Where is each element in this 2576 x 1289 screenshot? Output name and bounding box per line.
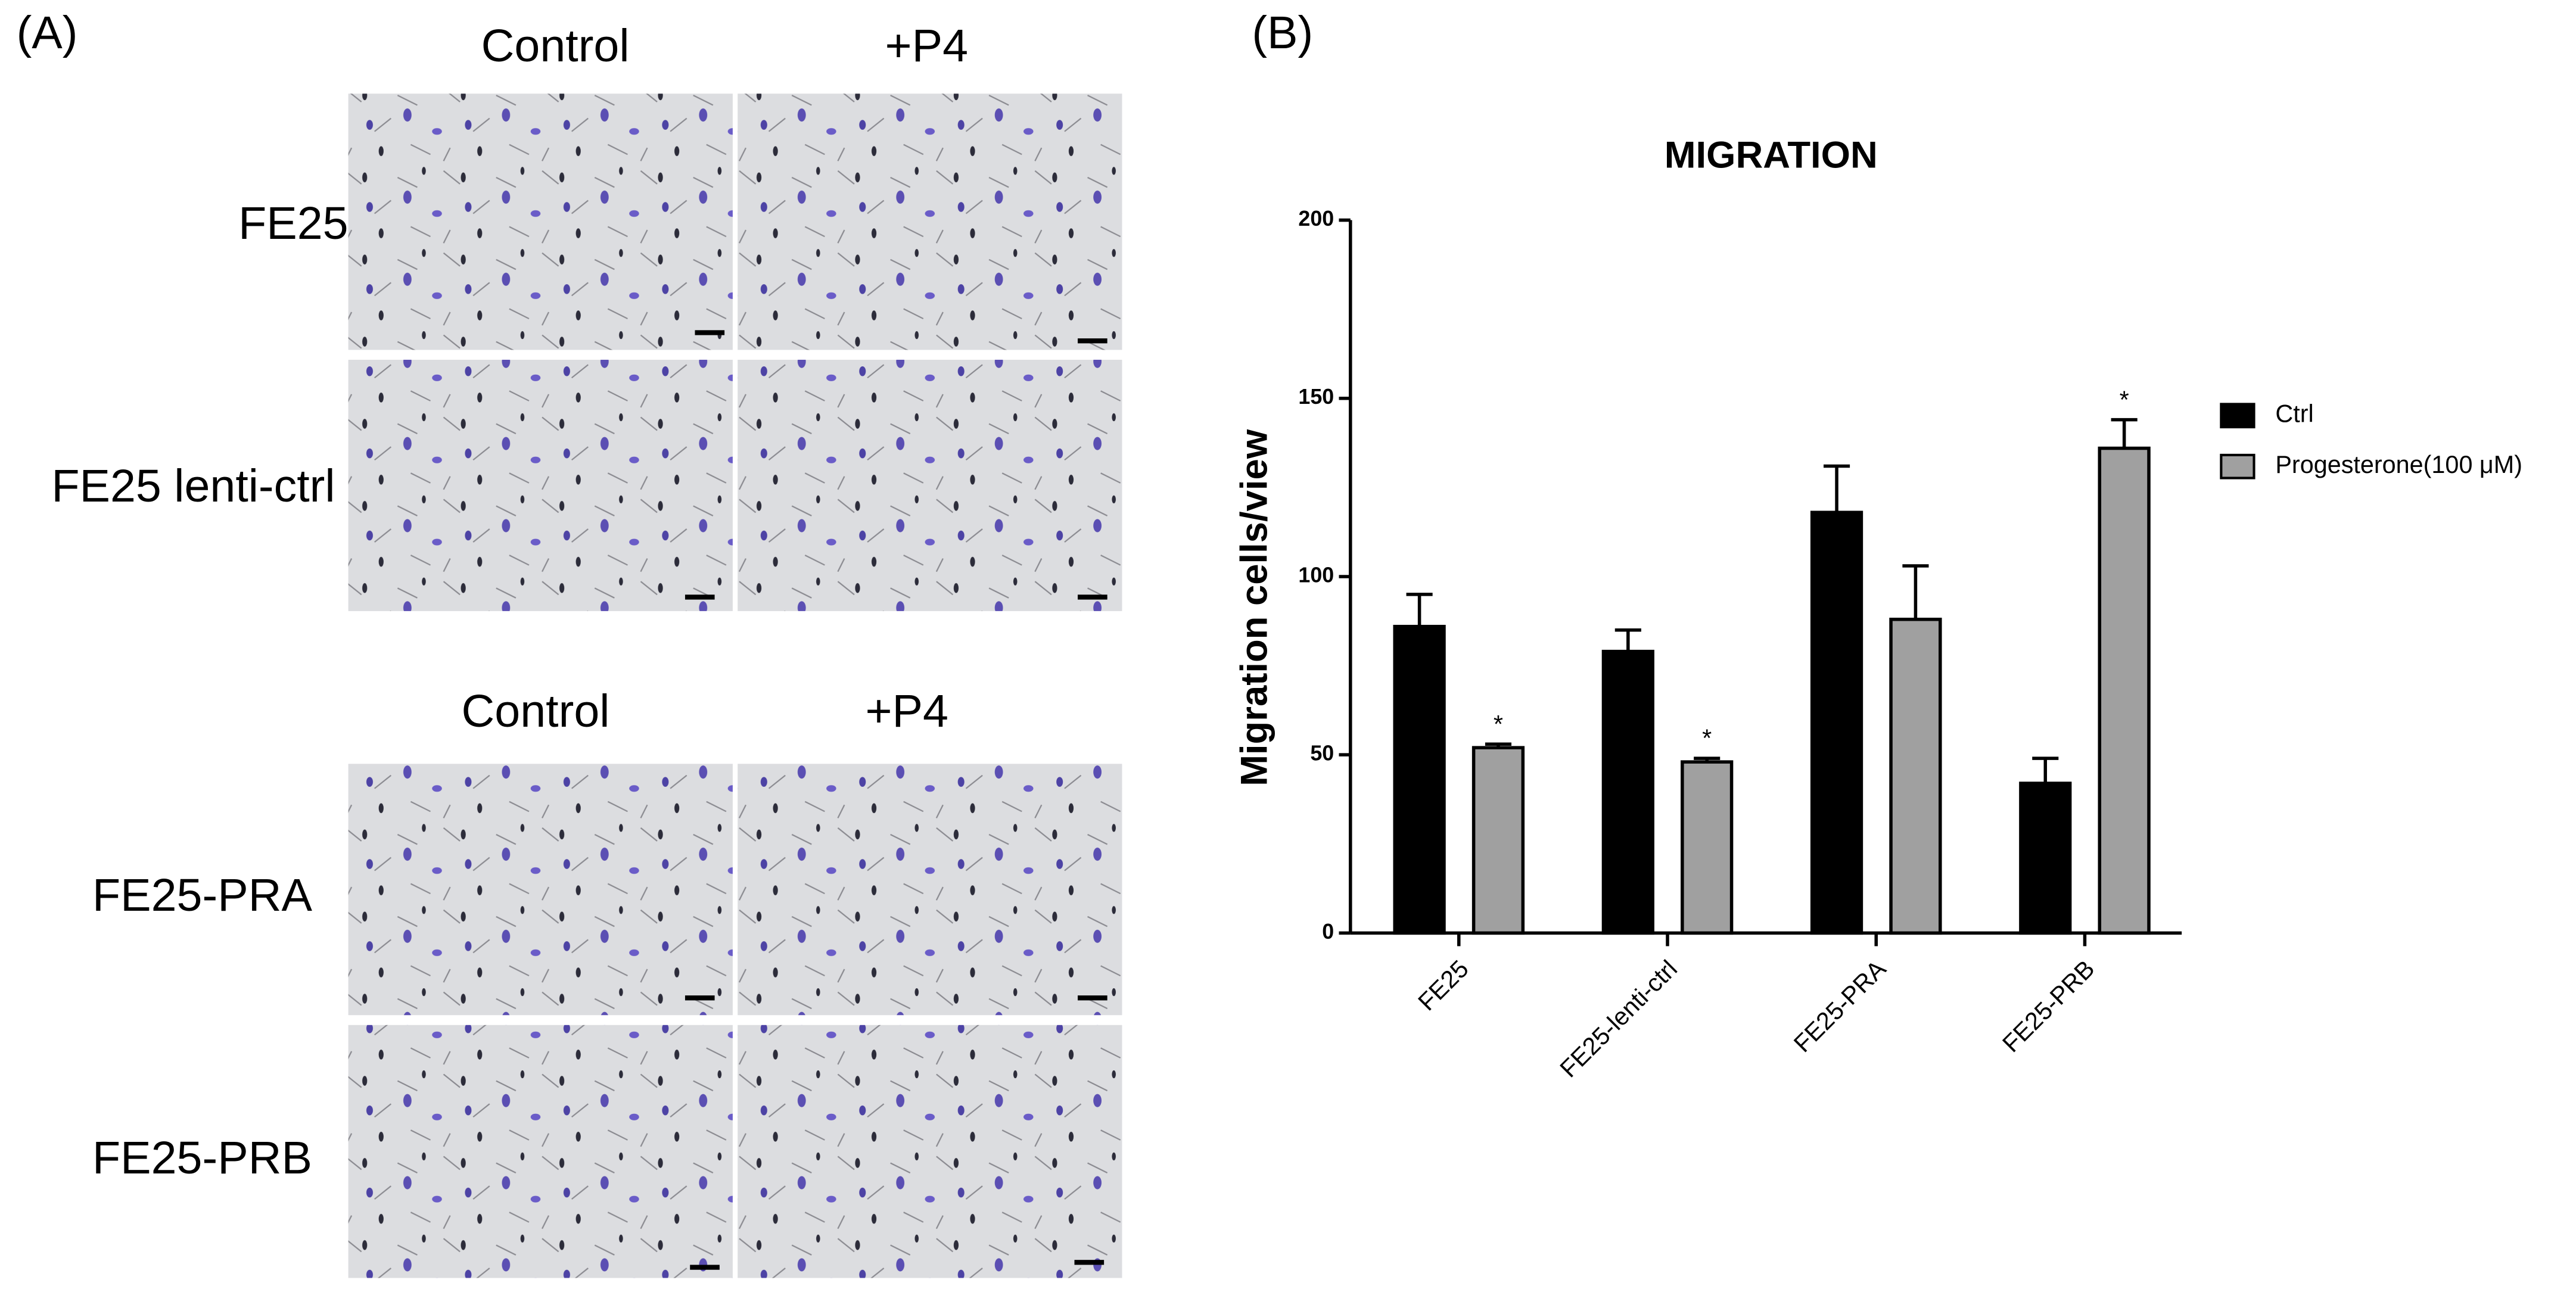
legend-label: Progesterone(100 μM) (2275, 451, 2522, 478)
micrograph (348, 764, 733, 1016)
micrograph (738, 1025, 1122, 1278)
column-label: Control (462, 686, 610, 737)
bar (1681, 760, 1734, 935)
bar (2098, 446, 2151, 935)
y-tick-label: 50 (1310, 742, 1334, 765)
significance-marker: * (1702, 725, 1712, 752)
row-label: FE25 lenti-ctrl (51, 460, 335, 512)
bar (1601, 649, 1654, 935)
row-label: FE25 (238, 198, 349, 249)
y-axis-label: Migration cells/view (1233, 429, 1275, 786)
micrograph (348, 359, 733, 611)
micrograph (348, 94, 733, 350)
x-tick-label: FE25-PRA (1788, 955, 1891, 1058)
x-tick-label: FE25 (1413, 955, 1473, 1016)
error-bar (1406, 593, 1433, 627)
column-label: +P4 (885, 20, 969, 71)
x-tick-label: FE25-lenti-ctrl (1555, 955, 1683, 1083)
scale-bars (685, 330, 1107, 1270)
bar (1393, 624, 1446, 935)
micrograph (738, 359, 1122, 611)
bar (2019, 782, 2072, 935)
row-label: FE25-PRB (92, 1132, 312, 1184)
significance-marker: * (2120, 386, 2129, 413)
error-bar (1485, 742, 1512, 748)
error-bar (2032, 756, 2059, 784)
chart-title: MIGRATION (1665, 135, 1878, 176)
micrographs (348, 94, 1122, 1278)
legend-swatch (2220, 453, 2255, 480)
y-tick-label: 200 (1298, 207, 1334, 231)
error-bar (1823, 464, 1850, 513)
legend-label: Ctrl (2275, 400, 2313, 428)
significance-marker: * (1494, 711, 1503, 738)
plot: 0 50 100 150 200 FE25 FE25-lenti-ctrl FE25-PRA F… (1298, 207, 2522, 1083)
column-label: Control (481, 20, 630, 71)
panel-label: (A) (17, 7, 78, 58)
micrograph (738, 94, 1122, 350)
bar (1810, 510, 1863, 935)
y-tick-label: 100 (1298, 563, 1334, 587)
panel-label: (B) (1252, 7, 1313, 58)
micrograph (348, 1025, 733, 1278)
error-bar (1902, 564, 1929, 619)
y-tick-label: 150 (1298, 385, 1334, 409)
legend-swatch (2220, 403, 2255, 429)
error-bar (1694, 756, 1721, 762)
bar (1889, 618, 1942, 935)
y-tick-label: 0 (1322, 920, 1334, 944)
micrograph (738, 764, 1122, 1016)
row-label: FE25-PRA (92, 870, 312, 921)
x-tick-label: FE25-PRB (1997, 955, 2099, 1057)
error-bar (1614, 628, 1641, 652)
error-bar (2111, 418, 2138, 449)
column-label: +P4 (865, 686, 948, 737)
bar (1471, 746, 1525, 935)
